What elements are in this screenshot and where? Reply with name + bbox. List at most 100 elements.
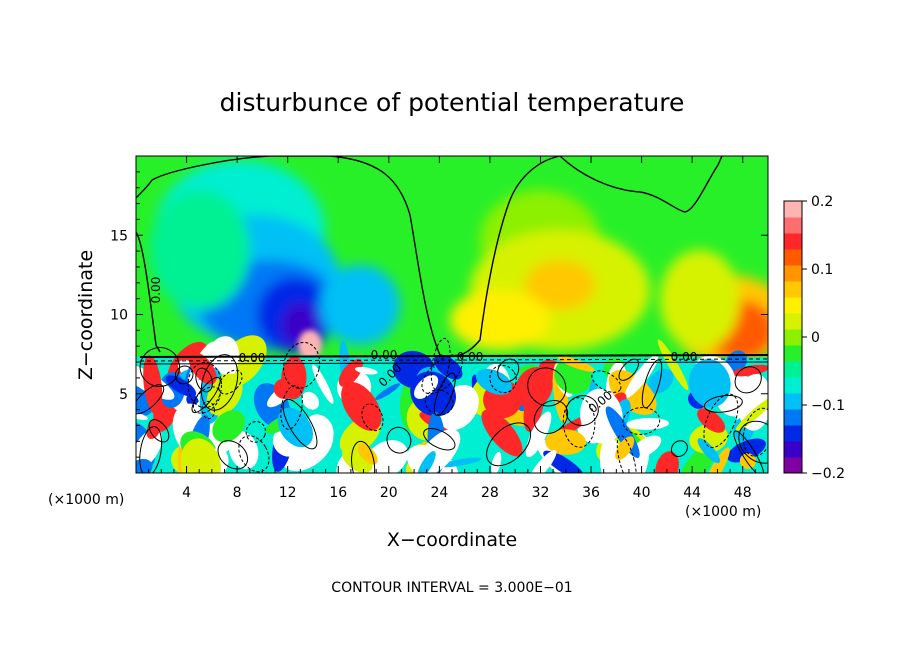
turbulent-contour <box>423 427 456 451</box>
colorbar-swatch <box>784 361 802 378</box>
turbulent-eddy <box>375 383 400 400</box>
plot-area: 0.00 0.00 0.00 0.00 0.00 0.00 0.00 <box>136 156 768 473</box>
turbulent-contour <box>433 372 456 417</box>
turbulent-eddy <box>215 439 234 452</box>
colorbar-swatch <box>784 233 802 250</box>
x-unit-label: (×1000 m) <box>48 492 124 508</box>
turbulent-eddy <box>476 368 512 395</box>
turbulent-eddy <box>657 339 689 391</box>
colorbar-swatch <box>784 281 802 298</box>
turbulent-eddy <box>146 419 161 440</box>
colorbar-swatch <box>784 265 802 282</box>
x-tick-label: 16 <box>329 485 347 501</box>
colorbar-swatch <box>784 297 802 314</box>
turbulent-contour <box>421 354 463 395</box>
turbulent-eddy <box>481 409 523 457</box>
turbulent-eddy <box>735 394 768 431</box>
turbulent-contour <box>738 420 768 464</box>
turbulent-contour <box>217 440 249 470</box>
x-tick-label: 48 <box>734 485 752 501</box>
colorbar-swatch <box>784 217 802 234</box>
inversion-contour <box>139 361 768 365</box>
colorbar-tick-label: 0.2 <box>811 194 833 210</box>
turbulent-contour <box>618 358 640 381</box>
x-tick-label: 40 <box>633 485 651 501</box>
turbulent-contour <box>703 394 743 413</box>
turbulent-contour <box>622 407 661 435</box>
turbulent-contour <box>565 395 599 427</box>
contour-label: 0.00 <box>457 350 484 364</box>
turbulent-contour <box>191 376 221 414</box>
contour-zero-top <box>559 156 723 213</box>
turbulent-contour <box>742 407 768 457</box>
y-axis-label: Z−coordinate <box>75 250 97 380</box>
colorbar-tick-label: −0.2 <box>811 466 845 482</box>
x-tick-label: 44 <box>683 485 701 501</box>
contour-label: 0.00 <box>239 351 266 365</box>
turbulent-contour <box>733 430 765 473</box>
turbulent-contour <box>703 393 739 448</box>
turbulent-eddy <box>281 356 307 400</box>
x-tick-label: 4 <box>182 485 191 501</box>
turbulent-eddy <box>277 407 314 448</box>
turbulent-eddy <box>301 391 320 410</box>
turbulent-eddy <box>214 376 239 401</box>
turbulent-contour <box>734 366 762 394</box>
chart-title: disturbunce of potential temperature <box>220 88 685 117</box>
colorbar-swatch <box>784 345 802 362</box>
turbulent-contour <box>591 370 622 393</box>
turbulent-eddy <box>647 368 674 394</box>
upper-field <box>150 160 768 365</box>
turbulent-contour <box>187 361 223 409</box>
turbulent-eddy <box>704 447 730 473</box>
turbulent-eddy <box>354 366 378 375</box>
turbulent-eddy <box>615 436 635 460</box>
turbulent-contour <box>238 435 270 473</box>
turbulent-contour <box>533 399 569 435</box>
warm-spot <box>298 330 322 360</box>
colorbar-swatch <box>784 425 802 442</box>
turbulent-eddy <box>341 381 382 431</box>
turbulent-eddy <box>338 359 363 387</box>
turbulent-eddy <box>439 457 482 468</box>
contour-zero-upper <box>136 231 161 353</box>
turbulent-eddy <box>557 355 595 372</box>
x-tick-label: 28 <box>481 485 499 501</box>
turbulent-eddy <box>491 451 502 473</box>
turbulent-contour <box>283 341 321 389</box>
turbulent-contour <box>218 369 243 395</box>
turbulent-eddy <box>417 451 436 473</box>
contour-label: 0.00 <box>671 350 698 364</box>
turbulent-eddy <box>697 438 721 464</box>
contour-zero-upper <box>136 179 153 199</box>
turbulent-eddy <box>697 408 726 433</box>
turbulent-eddy <box>136 428 163 470</box>
turbulent-contour <box>201 400 215 420</box>
turbulent-eddy <box>655 451 679 473</box>
turbulent-contour <box>280 385 303 430</box>
x-tick-label: 12 <box>279 485 297 501</box>
colorbar-tick-label: −0.1 <box>811 398 845 414</box>
turbulent-contour <box>361 403 384 432</box>
x-tick-label: 36 <box>582 485 600 501</box>
turbulent-contour <box>139 347 180 387</box>
y-tick-label: 10 <box>110 308 128 324</box>
turbulent-eddy <box>624 354 659 398</box>
turbulent-eddy <box>357 443 378 465</box>
colorbar-swatch <box>784 313 802 330</box>
turbulent-eddy <box>731 364 768 377</box>
x-tick-label: 24 <box>430 485 448 501</box>
turbulent-eddy <box>433 354 463 380</box>
turbulent-eddy <box>525 411 552 458</box>
colorbar-swatch <box>784 329 802 346</box>
turbulent-eddy <box>545 429 587 455</box>
x-unit-label-bottom: (×1000 m) <box>685 504 761 520</box>
turbulent-contour <box>351 440 376 473</box>
turbulent-contour <box>486 422 532 467</box>
turbulent-eddy <box>580 388 623 444</box>
turbulent-contour <box>139 426 163 473</box>
turbulent-contour <box>641 359 663 409</box>
x-axis: 4 8 12 16 20 24 28 32 36 40 44 48 <box>148 156 756 501</box>
colorbar-swatch <box>784 457 802 474</box>
x-tick-label: 20 <box>380 485 398 501</box>
